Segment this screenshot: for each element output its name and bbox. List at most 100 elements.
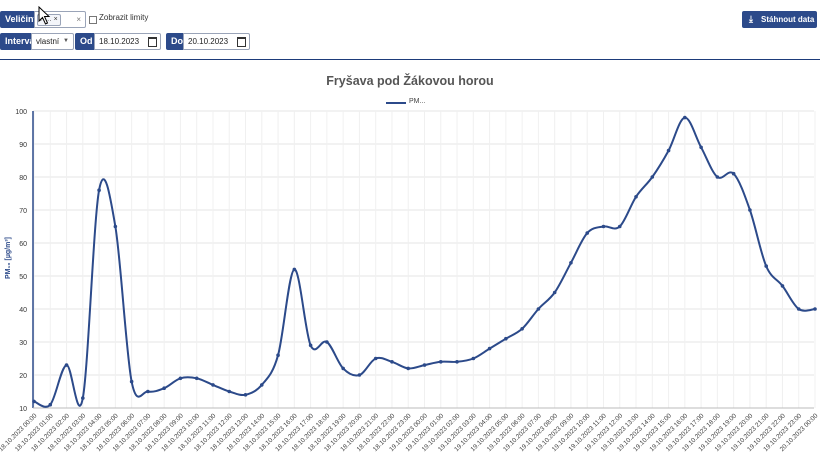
data-point[interactable]	[487, 346, 492, 351]
data-point[interactable]	[48, 402, 53, 407]
show-limits-checkbox[interactable]	[89, 16, 97, 24]
y-tick-label: 90	[19, 142, 27, 149]
to-label: Do	[166, 33, 188, 50]
clear-all-icon[interactable]: ×	[76, 15, 81, 24]
from-date-input[interactable]: 18.10.2023	[94, 33, 161, 50]
data-point[interactable]	[520, 327, 524, 331]
data-point[interactable]	[406, 366, 411, 371]
x-tick-label: 18.10.2023 06:00	[95, 412, 136, 453]
data-point[interactable]	[471, 356, 476, 361]
x-tick-label: 18.10.2023 15:00	[242, 412, 283, 453]
data-point[interactable]	[552, 290, 557, 295]
quantities-label: Veličiny	[0, 11, 44, 28]
interval-select[interactable]: vlastní ▼	[31, 33, 74, 50]
data-point[interactable]	[97, 188, 101, 192]
data-point[interactable]	[146, 389, 150, 394]
header-divider	[0, 59, 820, 60]
data-point[interactable]	[113, 224, 118, 229]
y-tick-label: 70	[19, 208, 27, 215]
mouse-cursor-icon	[38, 6, 51, 25]
data-point[interactable]	[194, 376, 199, 381]
data-point[interactable]	[666, 148, 671, 153]
x-tick-label: 18.10.2023 13:00	[209, 412, 250, 453]
x-tick-label: 19.10.2023 04:00	[453, 412, 494, 453]
x-tick-label: 19.10.2023 21:00	[730, 412, 771, 453]
x-tick-label: 19.10.2023 08:00	[518, 412, 559, 453]
x-tick-label: 19.10.2023 23:00	[762, 412, 803, 453]
quantity-chip-label: P	[40, 16, 45, 23]
x-tick-label: 19.10.2023 20:00	[714, 412, 755, 453]
data-point[interactable]	[699, 145, 703, 150]
x-tick-label: 19.10.2023 17:00	[665, 412, 706, 453]
data-point[interactable]	[81, 396, 85, 400]
data-point[interactable]	[569, 261, 573, 265]
data-point[interactable]	[64, 363, 69, 367]
data-point[interactable]	[276, 353, 280, 358]
x-tick-label: 18.10.2023 21:00	[339, 412, 380, 453]
data-point[interactable]	[455, 360, 459, 364]
data-point[interactable]	[162, 386, 166, 391]
data-point[interactable]	[617, 224, 622, 229]
x-tick-label: 18.10.2023 18:00	[291, 412, 332, 453]
x-tick-label: 18.10.2023 07:00	[112, 412, 153, 453]
data-point[interactable]	[504, 336, 508, 341]
data-point[interactable]	[536, 307, 541, 311]
data-point[interactable]	[601, 224, 606, 229]
data-point[interactable]	[390, 360, 394, 364]
y-tick-label: 50	[19, 274, 27, 281]
to-date-input[interactable]: 20.10.2023	[183, 33, 250, 50]
chip-remove-icon[interactable]: ×	[53, 16, 58, 23]
data-point[interactable]	[715, 175, 720, 179]
data-point[interactable]	[325, 340, 329, 344]
download-data-button[interactable]: ⤓ Stáhnout data	[742, 11, 817, 28]
legend-swatch	[386, 102, 406, 104]
data-point[interactable]	[243, 393, 248, 397]
data-point[interactable]	[683, 115, 687, 120]
data-point[interactable]	[813, 307, 817, 311]
from-date-value: 18.10.2023	[99, 37, 140, 46]
data-point[interactable]	[292, 267, 297, 272]
chart-title: Fryšava pod Žákovou horou	[326, 74, 494, 88]
x-tick-label: 18.10.2023 00:00	[0, 412, 39, 453]
x-tick-label: 18.10.2023 03:00	[46, 412, 87, 453]
data-point[interactable]	[634, 195, 638, 199]
x-tick-label: 19.10.2023 14:00	[616, 412, 657, 453]
series-line	[33, 116, 816, 408]
download-icon: ⤓	[749, 14, 753, 24]
download-data-label: Stáhnout data	[761, 15, 815, 24]
data-point[interactable]	[780, 284, 785, 288]
data-point[interactable]	[796, 307, 801, 311]
y-tick-label: 100	[15, 109, 27, 116]
x-tick-label: 19.10.2023 13:00	[600, 412, 641, 453]
data-point[interactable]	[341, 366, 345, 371]
x-tick-label: 19.10.2023 22:00	[746, 412, 787, 453]
data-point[interactable]	[32, 399, 36, 404]
data-point[interactable]	[308, 343, 313, 348]
x-tick-label: 19.10.2023 05:00	[470, 412, 511, 453]
data-point[interactable]	[748, 208, 752, 212]
y-tick-label: 10	[19, 406, 27, 413]
data-point[interactable]	[373, 356, 378, 361]
calendar-icon[interactable]	[148, 37, 157, 47]
data-point[interactable]	[178, 376, 183, 381]
data-point[interactable]	[227, 389, 232, 394]
data-point[interactable]	[422, 363, 427, 367]
x-tick-label: 19.10.2023 09:00	[535, 412, 576, 453]
data-point[interactable]	[438, 360, 443, 364]
data-point[interactable]	[585, 231, 590, 235]
x-tick-label: 18.10.2023 04:00	[63, 412, 104, 453]
x-tick-label: 18.10.2023 12:00	[193, 412, 234, 453]
calendar-icon[interactable]	[237, 37, 246, 47]
data-point[interactable]	[650, 175, 655, 179]
data-point[interactable]	[259, 383, 264, 387]
x-tick-label: 20.10.2023 00:00	[779, 412, 820, 453]
x-tick-label: 19.10.2023 03:00	[437, 412, 478, 453]
data-point[interactable]	[764, 264, 768, 268]
x-tick-label: 18.10.2023 01:00	[14, 412, 55, 453]
data-point[interactable]	[357, 373, 362, 377]
data-point[interactable]	[211, 383, 215, 387]
data-point[interactable]	[731, 171, 736, 176]
legend-label[interactable]: PM...	[409, 98, 426, 105]
data-point[interactable]	[129, 379, 134, 384]
y-tick-label: 20	[19, 373, 27, 380]
